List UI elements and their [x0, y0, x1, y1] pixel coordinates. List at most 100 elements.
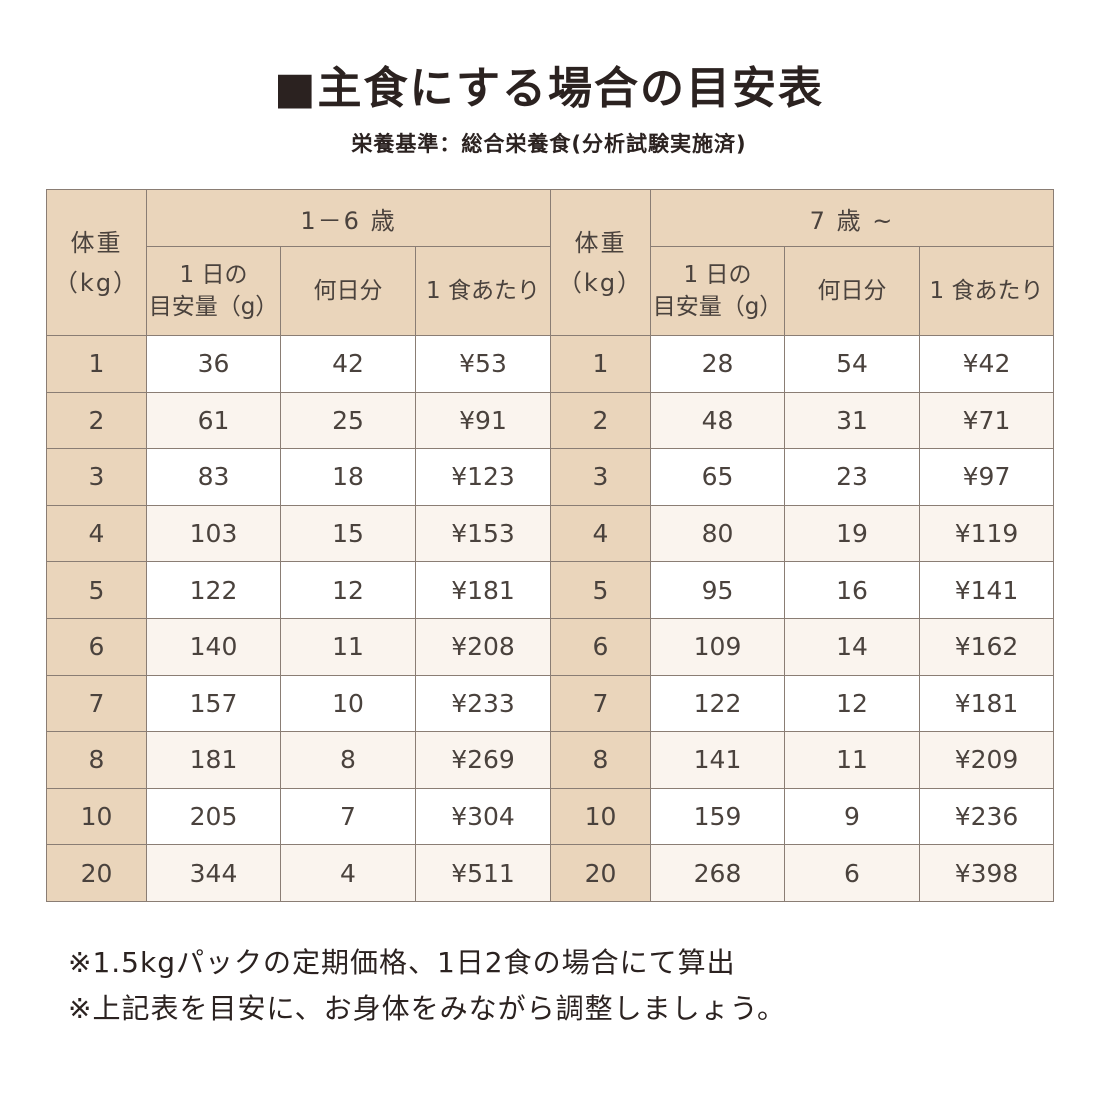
daily-amount-cell: 48 [650, 391, 785, 450]
weight-cell: 6 [46, 617, 147, 676]
days-header: 何日分 [784, 246, 920, 336]
table-row: 10 205 7 ¥304 10 159 9 ¥236 [46, 787, 1054, 846]
daily-amount-cell: 36 [146, 335, 281, 393]
daily-amount-header-line2: 目安量（g） [652, 294, 783, 320]
weight-cell: 3 [550, 448, 651, 506]
days-cell: 10 [280, 674, 416, 733]
daily-amount-header: 1 日の 目安量（g） [146, 246, 281, 336]
per-meal-cost-cell: ¥91 [415, 391, 551, 450]
days-cell: 11 [280, 617, 416, 676]
page-title: ■主食にする場合の目安表 [273, 63, 824, 114]
weight-cell: 4 [46, 504, 147, 563]
daily-amount-cell: 268 [650, 844, 785, 902]
weight-header-label: 体重 [574, 228, 627, 257]
weight-cell: 10 [550, 787, 651, 846]
per-meal-cost-cell: ¥71 [919, 391, 1054, 450]
days-cell: 9 [784, 787, 920, 846]
days-cell: 12 [784, 674, 920, 733]
per-meal-cost-cell: ¥236 [919, 787, 1054, 846]
weight-cell: 1 [550, 335, 651, 393]
days-cell: 14 [784, 617, 920, 676]
weight-cell: 5 [550, 561, 651, 619]
daily-amount-cell: 122 [650, 674, 785, 733]
weight-header-label: 体重 [70, 228, 123, 257]
table-row: 3 83 18 ¥123 3 65 23 ¥97 [46, 448, 1054, 506]
per-meal-header: 1 食あたり [415, 246, 551, 336]
per-meal-cost-cell: ¥269 [415, 731, 551, 789]
table-row: 4 103 15 ¥153 4 80 19 ¥119 [46, 504, 1054, 563]
daily-amount-cell: 83 [146, 448, 281, 506]
header-row-top: 体重 （kg） 1－6 歳 体重 （kg） 7 歳 ~ [46, 189, 1054, 336]
days-cell: 16 [784, 561, 920, 619]
weight-cell: 3 [46, 448, 147, 506]
days-cell: 54 [784, 335, 920, 393]
daily-amount-cell: 28 [650, 335, 785, 393]
per-meal-cost-cell: ¥208 [415, 617, 551, 676]
per-meal-cost-cell: ¥153 [415, 504, 551, 563]
feeding-guide-table: 体重 （kg） 1－6 歳 体重 （kg） 7 歳 ~ 1 日の 目安量（g） … [46, 189, 1054, 902]
table-body: 1 36 42 ¥53 1 28 54 ¥42 2 61 25 ¥91 2 48 31 ¥71 3 83 18 ¥12… [46, 335, 1054, 902]
days-header: 何日分 [280, 246, 416, 336]
weight-cell: 7 [550, 674, 651, 733]
per-meal-cost-cell: ¥398 [919, 844, 1054, 902]
weight-cell: 8 [46, 731, 147, 789]
days-cell: 15 [280, 504, 416, 563]
age-group-7plus-header: 7 歳 ~ [650, 189, 1054, 247]
per-meal-header: 1 食あたり [919, 246, 1054, 336]
per-meal-cost-cell: ¥53 [415, 335, 551, 393]
per-meal-cost-cell: ¥181 [919, 674, 1054, 733]
daily-amount-cell: 140 [146, 617, 281, 676]
daily-amount-cell: 80 [650, 504, 785, 563]
weight-cell: 20 [550, 844, 651, 902]
days-cell: 6 [784, 844, 920, 902]
table-row: 7 157 10 ¥233 7 122 12 ¥181 [46, 674, 1054, 733]
daily-amount-cell: 65 [650, 448, 785, 506]
weight-cell: 10 [46, 787, 147, 846]
weight-header-unit: （kg） [53, 268, 140, 297]
days-cell: 18 [280, 448, 416, 506]
weight-cell: 8 [550, 731, 651, 789]
days-cell: 11 [784, 731, 920, 789]
weight-cell: 5 [46, 561, 147, 619]
note-adjustment-advice: ※上記表を目安に、お身体をみながら調整しましょう。 [68, 992, 786, 1025]
per-meal-cost-cell: ¥511 [415, 844, 551, 902]
nutrition-standard-subtitle: 栄養基準：総合栄養食(分析試験実施済) [351, 132, 747, 156]
daily-amount-cell: 61 [146, 391, 281, 450]
per-meal-cost-cell: ¥119 [919, 504, 1054, 563]
days-cell: 19 [784, 504, 920, 563]
per-meal-cost-cell: ¥209 [919, 731, 1054, 789]
days-cell: 31 [784, 391, 920, 450]
weight-header: 体重 （kg） [46, 189, 147, 336]
days-cell: 7 [280, 787, 416, 846]
daily-amount-cell: 122 [146, 561, 281, 619]
daily-amount-header-line1: 1 日の [683, 262, 752, 288]
per-meal-cost-cell: ¥97 [919, 448, 1054, 506]
days-cell: 25 [280, 391, 416, 450]
daily-amount-header-line1: 1 日の [179, 262, 248, 288]
daily-amount-cell: 205 [146, 787, 281, 846]
weight-cell: 2 [46, 391, 147, 450]
per-meal-cost-cell: ¥141 [919, 561, 1054, 619]
table-row: 2 61 25 ¥91 2 48 31 ¥71 [46, 391, 1054, 450]
days-cell: 4 [280, 844, 416, 902]
table-row: 1 36 42 ¥53 1 28 54 ¥42 [46, 335, 1054, 393]
weight-cell: 20 [46, 844, 147, 902]
weight-header-unit: （kg） [557, 268, 644, 297]
daily-amount-cell: 141 [650, 731, 785, 789]
weight-header: 体重 （kg） [550, 189, 651, 336]
per-meal-cost-cell: ¥42 [919, 335, 1054, 393]
per-meal-cost-cell: ¥181 [415, 561, 551, 619]
daily-amount-cell: 344 [146, 844, 281, 902]
note-price-calculation: ※1.5kgパックの定期価格、1日2食の場合にて算出 [68, 946, 736, 979]
weight-cell: 7 [46, 674, 147, 733]
days-cell: 8 [280, 731, 416, 789]
daily-amount-cell: 181 [146, 731, 281, 789]
days-cell: 23 [784, 448, 920, 506]
weight-cell: 2 [550, 391, 651, 450]
daily-amount-cell: 157 [146, 674, 281, 733]
daily-amount-header-line2: 目安量（g） [148, 294, 279, 320]
notes: ※1.5kgパックの定期価格、1日2食の場合にて算出 ※上記表を目安に、お身体を… [68, 940, 786, 1032]
table-row: 6 140 11 ¥208 6 109 14 ¥162 [46, 617, 1054, 676]
days-cell: 42 [280, 335, 416, 393]
header-row-sub: 1 日の 目安量（g） 何日分 1 食あたり 1 日の 目安量（g） 何日分 1… [46, 246, 1054, 336]
